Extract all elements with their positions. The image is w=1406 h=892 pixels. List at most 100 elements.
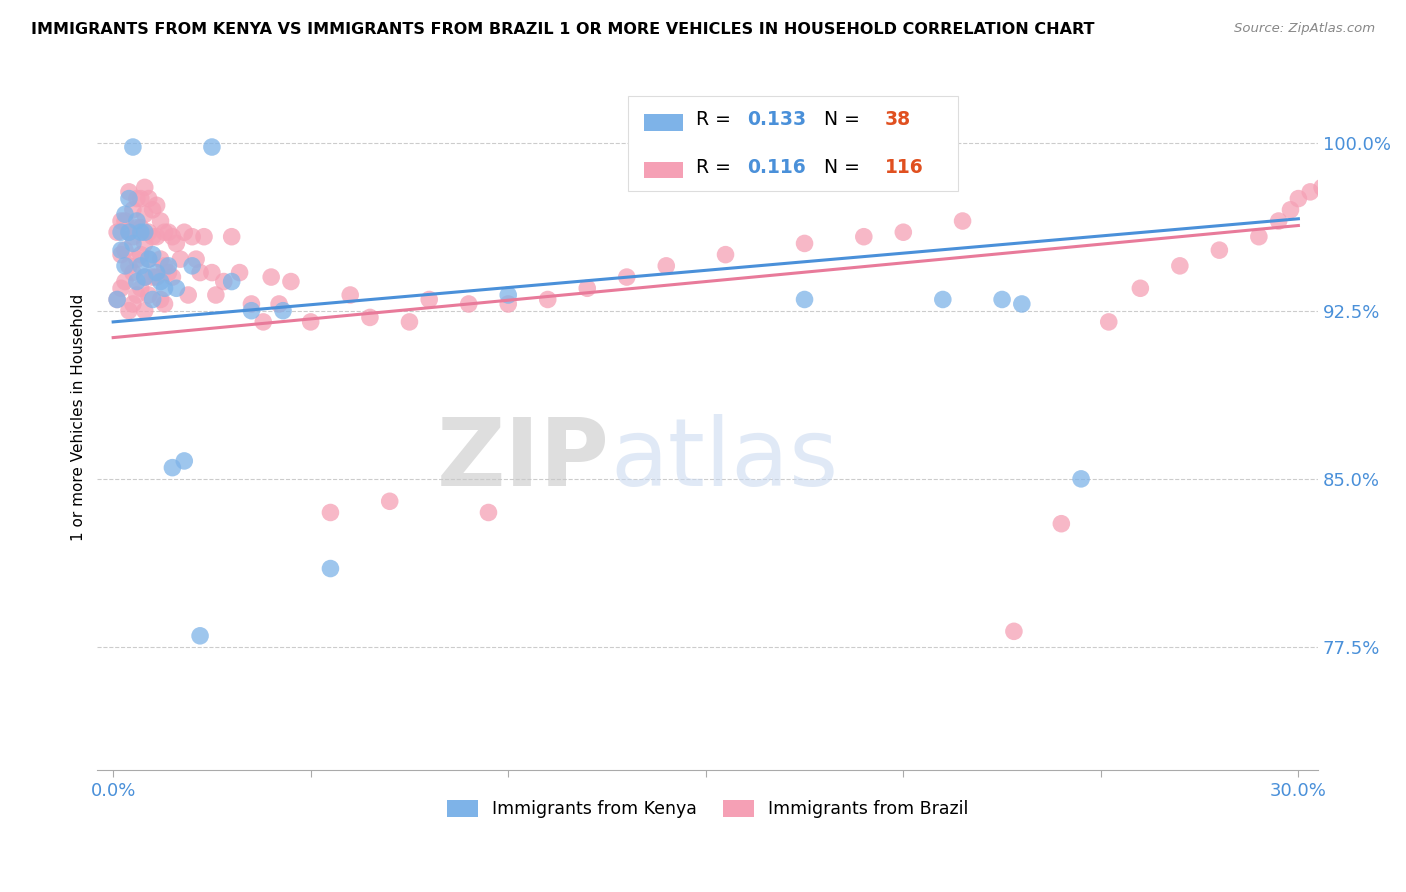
Point	[145, 266, 167, 280]
Point	[205, 288, 228, 302]
Point	[319, 506, 342, 520]
Text: 116: 116	[884, 158, 924, 177]
Point	[1327, 176, 1350, 190]
Point	[1358, 162, 1381, 177]
Point	[138, 252, 160, 267]
Point	[129, 259, 152, 273]
Point	[271, 303, 294, 318]
Point	[149, 252, 172, 267]
Point	[114, 275, 136, 289]
Point	[157, 225, 180, 239]
Point	[149, 293, 172, 307]
Point	[418, 293, 440, 307]
Point	[125, 288, 148, 302]
Point	[1279, 202, 1302, 217]
Point	[145, 229, 167, 244]
Point	[138, 192, 160, 206]
Text: N =: N =	[811, 158, 865, 177]
Point	[105, 293, 128, 307]
Point	[125, 214, 148, 228]
Point	[991, 293, 1014, 307]
Point	[1310, 180, 1333, 194]
Point	[129, 220, 152, 235]
Point	[240, 303, 263, 318]
Point	[134, 207, 156, 221]
Point	[1070, 472, 1092, 486]
Point	[1011, 297, 1033, 311]
Point	[576, 281, 599, 295]
Point	[221, 229, 243, 244]
Point	[616, 270, 638, 285]
Point	[299, 315, 322, 329]
Point	[181, 259, 204, 273]
Point	[118, 185, 141, 199]
Point	[114, 214, 136, 228]
Point	[1168, 259, 1191, 273]
Point	[181, 229, 204, 244]
Point	[145, 198, 167, 212]
Point	[138, 252, 160, 267]
Point	[891, 225, 914, 239]
Point	[165, 236, 187, 251]
Point	[125, 220, 148, 235]
Point	[162, 229, 184, 244]
Point	[793, 293, 815, 307]
Point	[118, 192, 141, 206]
Point	[134, 270, 156, 285]
Point	[496, 297, 519, 311]
Point	[1050, 516, 1073, 531]
Point	[477, 506, 499, 520]
Point	[201, 140, 224, 154]
Point	[655, 259, 678, 273]
Point	[114, 207, 136, 221]
Point	[319, 561, 342, 575]
Point	[1367, 158, 1389, 172]
Text: ZIP: ZIP	[437, 414, 610, 506]
Point	[1347, 169, 1369, 183]
Point	[1098, 315, 1121, 329]
Point	[1386, 153, 1406, 168]
Point	[129, 192, 152, 206]
Text: Source: ZipAtlas.com: Source: ZipAtlas.com	[1234, 22, 1375, 36]
Point	[1129, 281, 1152, 295]
Point	[142, 229, 165, 244]
Point	[122, 229, 145, 244]
Point	[952, 214, 974, 228]
Point	[165, 281, 187, 295]
Point	[142, 202, 165, 217]
Point	[457, 297, 479, 311]
Point	[169, 252, 191, 267]
FancyBboxPatch shape	[628, 95, 957, 191]
Point	[118, 259, 141, 273]
Text: IMMIGRANTS FROM KENYA VS IMMIGRANTS FROM BRAZIL 1 OR MORE VEHICLES IN HOUSEHOLD : IMMIGRANTS FROM KENYA VS IMMIGRANTS FROM…	[31, 22, 1094, 37]
Point	[228, 266, 250, 280]
Point	[129, 247, 152, 261]
Y-axis label: 1 or more Vehicles in Household: 1 or more Vehicles in Household	[72, 293, 86, 541]
Point	[260, 270, 283, 285]
Point	[129, 281, 152, 295]
Point	[122, 297, 145, 311]
Point	[1398, 146, 1406, 161]
Point	[110, 225, 132, 239]
Point	[122, 236, 145, 251]
Point	[149, 275, 172, 289]
Point	[173, 225, 195, 239]
Point	[267, 297, 290, 311]
Point	[110, 247, 132, 261]
Point	[153, 281, 176, 295]
Point	[280, 275, 302, 289]
Text: atlas: atlas	[610, 414, 838, 506]
Point	[129, 225, 152, 239]
Point	[201, 266, 224, 280]
Point	[122, 202, 145, 217]
Point	[157, 266, 180, 280]
Point	[496, 288, 519, 302]
Text: N =: N =	[811, 111, 865, 129]
Text: 0.116: 0.116	[747, 158, 806, 177]
Point	[142, 247, 165, 261]
Point	[125, 252, 148, 267]
Point	[134, 225, 156, 239]
Point	[193, 229, 215, 244]
Point	[105, 293, 128, 307]
Point	[793, 236, 815, 251]
